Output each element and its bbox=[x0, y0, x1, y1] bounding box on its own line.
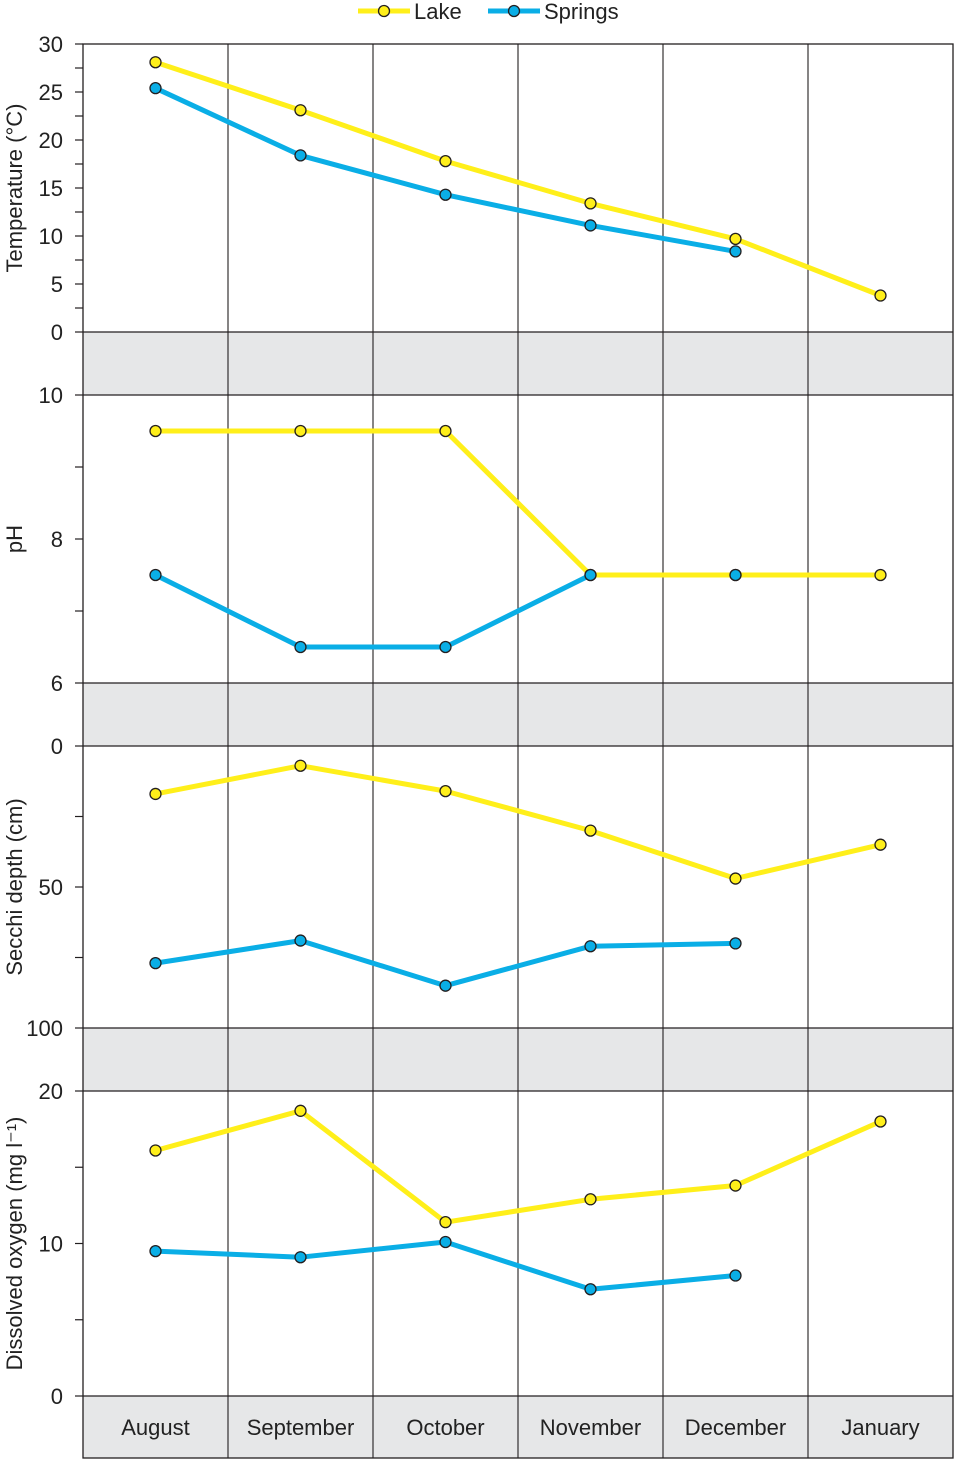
data-point-springs bbox=[439, 188, 452, 201]
y-axis-label: Dissolved oxygen (mg l⁻¹) bbox=[2, 1117, 27, 1371]
ytick-label: 100 bbox=[26, 1016, 63, 1041]
data-point-lake bbox=[294, 1104, 307, 1117]
data-point-springs bbox=[584, 568, 597, 582]
data-point-lake bbox=[874, 568, 887, 582]
data-point-springs bbox=[149, 568, 162, 582]
ytick-label: 50 bbox=[39, 875, 63, 900]
data-point-lake bbox=[584, 1193, 597, 1206]
data-point-springs bbox=[294, 149, 307, 162]
series-line-lake bbox=[153, 59, 883, 298]
x-axis-month-label: August bbox=[121, 1415, 190, 1440]
ytick-label: 20 bbox=[39, 1079, 63, 1104]
ytick-label: 8 bbox=[51, 527, 63, 552]
x-axis-month-label: December bbox=[685, 1415, 786, 1440]
y-axis-label: Temperature (°C) bbox=[2, 104, 27, 273]
data-point-springs bbox=[149, 82, 162, 95]
data-point-lake bbox=[874, 289, 887, 302]
data-point-lake bbox=[294, 104, 307, 117]
data-point-springs bbox=[439, 979, 452, 992]
chart-grid bbox=[82, 43, 954, 1459]
data-point-lake bbox=[584, 197, 597, 210]
series-line-springs bbox=[153, 938, 738, 989]
data-point-lake bbox=[439, 784, 452, 798]
data-point-springs bbox=[294, 934, 307, 947]
ytick-label: 5 bbox=[51, 272, 63, 297]
data-point-lake bbox=[874, 1115, 887, 1128]
ytick-label: 6 bbox=[51, 671, 63, 696]
x-axis-month-label: January bbox=[841, 1415, 919, 1440]
data-point-springs bbox=[439, 640, 452, 654]
data-point-lake bbox=[149, 56, 162, 69]
series-line-springs bbox=[153, 85, 738, 254]
data-point-springs bbox=[729, 937, 742, 950]
data-point-springs bbox=[584, 940, 597, 953]
data-point-lake bbox=[149, 1144, 162, 1157]
ytick-label: 10 bbox=[39, 224, 63, 249]
data-point-springs bbox=[294, 640, 307, 654]
data-point-lake bbox=[149, 424, 162, 438]
legend-lake-marker bbox=[377, 4, 391, 18]
data-point-lake bbox=[294, 759, 307, 772]
data-point-springs bbox=[729, 568, 742, 582]
data-point-lake bbox=[439, 154, 452, 168]
series-line-lake bbox=[153, 428, 883, 578]
legend-springs-marker bbox=[507, 4, 521, 18]
data-point-springs bbox=[584, 219, 597, 232]
data-point-springs bbox=[729, 1269, 742, 1282]
data-point-springs bbox=[439, 1235, 452, 1249]
x-axis-month-label: September bbox=[247, 1415, 355, 1440]
series-line-springs bbox=[153, 572, 738, 650]
data-point-springs bbox=[149, 956, 162, 970]
data-point-springs bbox=[294, 1251, 307, 1264]
data-point-lake bbox=[729, 1179, 742, 1192]
legend: Lake Springs bbox=[358, 0, 619, 24]
data-point-lake bbox=[439, 1216, 452, 1229]
ytick-label: 10 bbox=[39, 1232, 63, 1257]
ytick-label: 30 bbox=[39, 32, 63, 57]
ytick-label: 0 bbox=[51, 734, 63, 759]
ytick-label: 0 bbox=[51, 1384, 63, 1409]
x-axis-month-label: October bbox=[406, 1415, 484, 1440]
y-axis-label: pH bbox=[2, 525, 27, 553]
ytick-label: 15 bbox=[39, 176, 63, 201]
data-point-springs bbox=[149, 1244, 162, 1258]
data-point-lake bbox=[294, 424, 307, 438]
series-line-lake bbox=[153, 1108, 883, 1225]
ytick-label: 20 bbox=[39, 128, 63, 153]
data-point-lake bbox=[149, 787, 162, 801]
ytick-label: 25 bbox=[39, 80, 63, 105]
x-axis: August September October November December Ja… bbox=[121, 1415, 919, 1440]
series-line-springs bbox=[153, 1239, 738, 1292]
data-point-lake bbox=[584, 824, 597, 837]
ytick-label: 0 bbox=[51, 320, 63, 345]
ytick-label: 10 bbox=[39, 383, 63, 408]
data-point-lake bbox=[729, 232, 742, 246]
data-series bbox=[149, 56, 887, 1296]
data-point-springs bbox=[729, 245, 742, 258]
data-point-lake bbox=[729, 872, 742, 885]
data-point-springs bbox=[584, 1283, 597, 1296]
legend-springs-label: Springs bbox=[544, 0, 619, 24]
data-point-lake bbox=[439, 424, 452, 438]
series-line-lake bbox=[153, 763, 883, 881]
legend-lake-label: Lake bbox=[414, 0, 462, 24]
data-point-lake bbox=[874, 838, 887, 851]
y-axis-label: Secchi depth (cm) bbox=[2, 798, 27, 975]
x-axis-month-label: November bbox=[540, 1415, 641, 1440]
